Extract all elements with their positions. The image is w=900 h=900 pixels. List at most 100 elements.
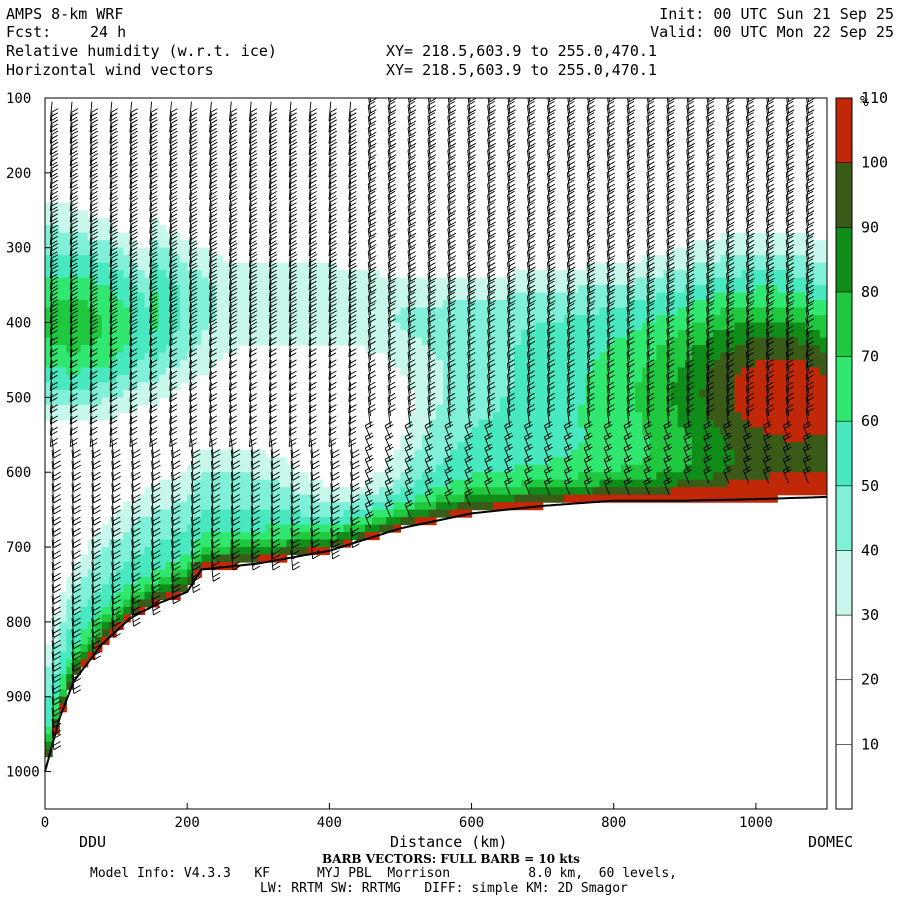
rh-cell (734, 300, 743, 309)
rh-cell (80, 382, 89, 391)
rh-cell (784, 487, 793, 496)
wind-barb (606, 179, 616, 203)
rh-cell (656, 412, 665, 421)
wind-barb (706, 213, 715, 237)
rh-cell (194, 449, 202, 458)
rh-cell (599, 434, 608, 443)
rh-cell (87, 621, 96, 630)
rh-cell (535, 419, 544, 428)
wind-barb (290, 494, 301, 515)
rh-cell (691, 434, 700, 443)
rh-cell (364, 315, 373, 324)
rh-cell (158, 494, 167, 503)
rh-cell (372, 277, 380, 286)
wind-barb (350, 449, 360, 470)
rh-cell (748, 472, 757, 481)
rh-cell (514, 479, 522, 488)
wind-barb (310, 438, 320, 459)
rh-cell (563, 270, 572, 279)
rh-cell (158, 591, 167, 601)
rh-cell (606, 367, 615, 376)
wind-barb (427, 157, 437, 181)
rh-cell (727, 359, 736, 369)
wind-barb (762, 455, 772, 473)
rh-cell (755, 434, 764, 443)
wind-barb (427, 168, 437, 192)
rh-cell (585, 464, 593, 473)
wind-barb (706, 202, 715, 226)
rh-cell (720, 307, 729, 316)
rh-cell (101, 629, 110, 638)
rh-cell (507, 457, 515, 466)
rh-cell (656, 315, 665, 324)
rh-cell (521, 449, 530, 458)
rh-cell (407, 285, 416, 294)
wind-barb (524, 443, 533, 462)
wind-barb (270, 505, 281, 526)
rh-cell (457, 352, 466, 361)
wind-barb (444, 432, 454, 450)
rh-cell (329, 300, 338, 309)
rh-cell (606, 270, 615, 279)
rh-cell (542, 330, 551, 339)
rh-cell (677, 300, 686, 309)
rh-cell (144, 255, 153, 264)
rh-cell (521, 344, 530, 354)
rh-cell (45, 704, 53, 713)
rh-cell (300, 300, 309, 309)
rh-cell (379, 344, 387, 354)
rh-cell (798, 322, 807, 331)
rh-cell (108, 367, 117, 376)
wind-barb (210, 472, 221, 492)
rh-cell (443, 412, 451, 421)
rh-cell (706, 240, 714, 249)
rh-cell (627, 374, 636, 383)
rh-cell (535, 389, 544, 398)
wind-barb (151, 517, 161, 537)
rh-cell (777, 487, 785, 496)
rh-cell (66, 644, 75, 653)
rh-cell (556, 285, 565, 294)
rh-cell (350, 494, 359, 503)
rh-cell (777, 434, 785, 443)
rh-cell (755, 404, 764, 413)
rh-cell (165, 479, 174, 488)
rh-cell (194, 464, 202, 473)
wind-barb (350, 517, 360, 537)
rh-cell (485, 382, 494, 391)
rh-cell (137, 397, 146, 406)
rh-cell (450, 374, 458, 383)
wind-barb (623, 455, 633, 473)
rh-cell (151, 487, 160, 496)
rh-cell (208, 307, 217, 316)
wind-barb (723, 455, 732, 473)
rh-cell (699, 359, 707, 369)
rh-cell (691, 442, 700, 451)
rh-cell (180, 255, 188, 264)
rh-cell (180, 262, 188, 271)
rh-cell (656, 367, 665, 376)
wind-barb (367, 280, 377, 304)
rh-cell (194, 337, 202, 346)
rh-cell (258, 464, 266, 473)
rh-cell (748, 464, 757, 473)
rh-cell (812, 300, 821, 309)
rh-cell (222, 547, 231, 556)
rh-cell (300, 517, 309, 526)
rh-cell (471, 457, 480, 466)
wind-barb (706, 392, 715, 417)
rh-cell (606, 359, 615, 369)
wind-barb (606, 123, 616, 147)
wind-barb (91, 595, 101, 616)
rh-cell (187, 517, 195, 526)
wind-barb (646, 168, 656, 192)
rh-cell (492, 449, 501, 458)
rh-cell (670, 412, 679, 421)
rh-cell (187, 464, 195, 473)
wind-barb (742, 421, 752, 439)
rh-cell (151, 225, 160, 234)
rh-cell (436, 285, 444, 294)
rh-cell (52, 629, 60, 638)
rh-cell (642, 344, 650, 354)
wind-barb (745, 303, 755, 327)
